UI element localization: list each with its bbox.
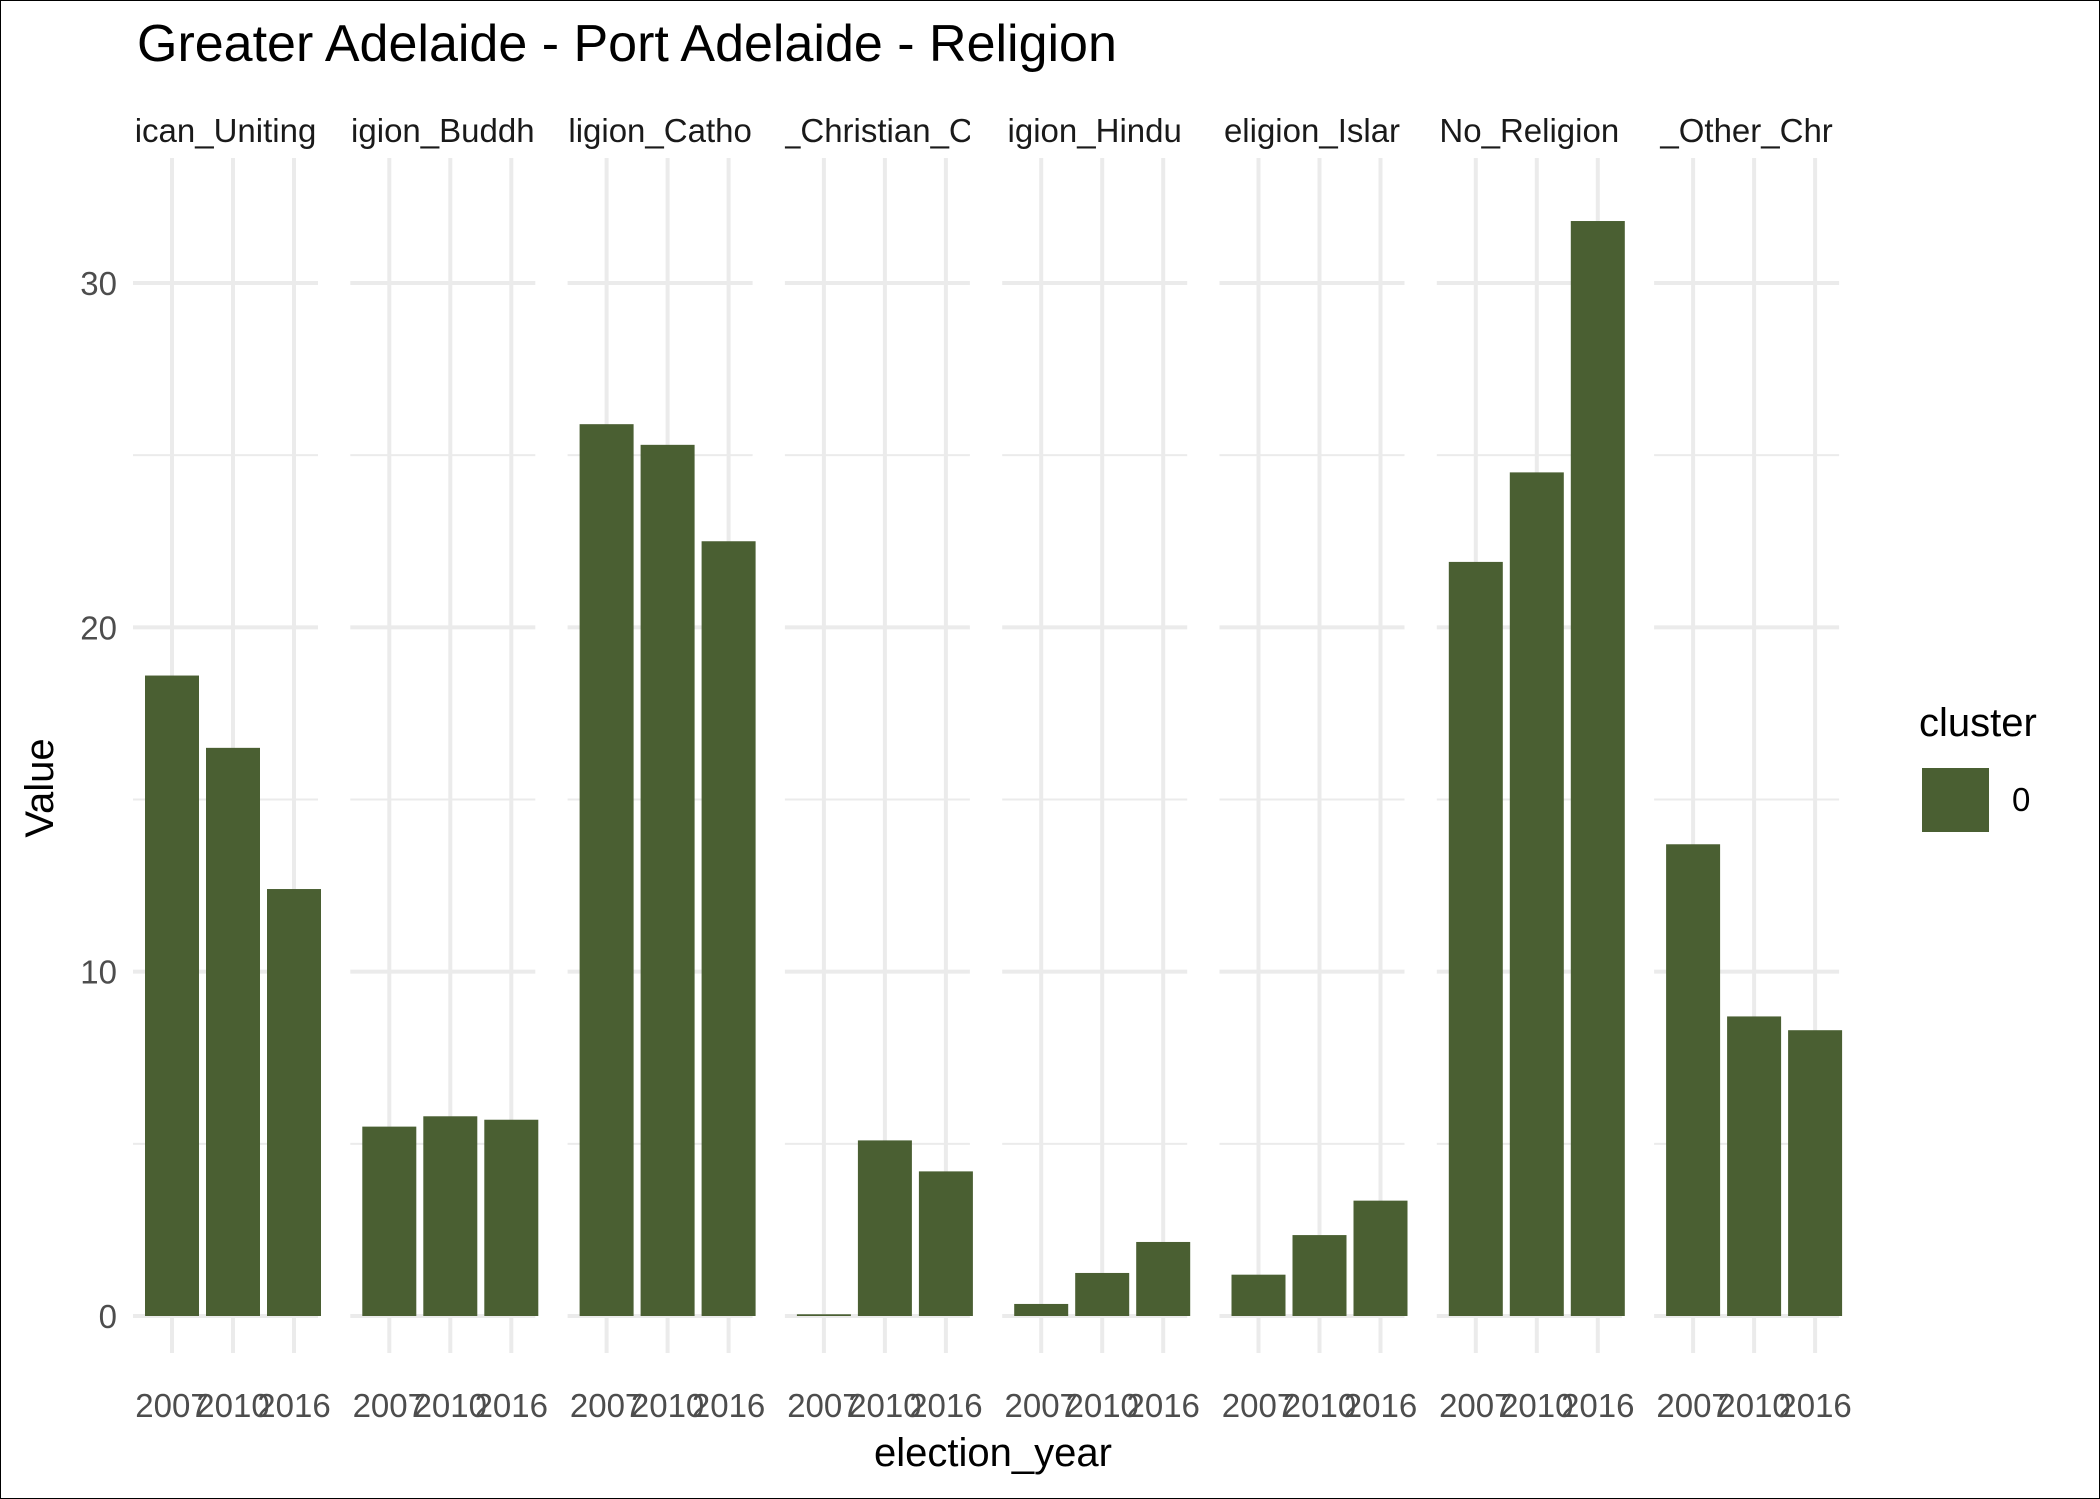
bar bbox=[145, 675, 199, 1316]
legend-label-0: 0 bbox=[2012, 781, 2030, 818]
y-tick-label: 10 bbox=[80, 954, 117, 991]
bar bbox=[1353, 1200, 1408, 1316]
bar bbox=[206, 747, 260, 1316]
bar bbox=[579, 424, 634, 1317]
x-tick-label: 2010 bbox=[414, 1387, 487, 1424]
x-tick-label: 2016 bbox=[1561, 1387, 1634, 1424]
x-tick-label: 2010 bbox=[1500, 1387, 1573, 1424]
x-tick-label: 2016 bbox=[692, 1387, 765, 1424]
x-tick-label: 2016 bbox=[1778, 1387, 1851, 1424]
bar bbox=[1570, 221, 1625, 1316]
facet-strip-label: eligion_Islar bbox=[1224, 112, 1400, 149]
x-tick-label: 2007 bbox=[1222, 1387, 1295, 1424]
bar bbox=[1014, 1303, 1069, 1316]
bar bbox=[918, 1171, 973, 1316]
legend-title: cluster bbox=[1919, 701, 2037, 745]
x-tick-label: 2010 bbox=[631, 1387, 704, 1424]
facet-strip-label: ican_Uniting bbox=[135, 112, 317, 149]
y-tick-label: 0 bbox=[99, 1298, 117, 1335]
x-axis-title: election_year bbox=[874, 1431, 1112, 1475]
y-tick-label: 20 bbox=[80, 609, 117, 646]
bar bbox=[1666, 844, 1721, 1316]
chart-title: Greater Adelaide - Port Adelaide - Relig… bbox=[137, 15, 1117, 73]
x-tick-label: 2016 bbox=[1344, 1387, 1417, 1424]
x-tick-label: 2007 bbox=[1439, 1387, 1512, 1424]
x-tick-label: 2016 bbox=[257, 1387, 330, 1424]
facet-strip-label: ligion_Catho bbox=[568, 112, 751, 149]
x-tick-label: 2007 bbox=[787, 1387, 860, 1424]
facet-strip-label: igion_Buddh bbox=[351, 112, 535, 149]
x-tick-label: 2007 bbox=[135, 1387, 208, 1424]
bar bbox=[1788, 1030, 1843, 1316]
x-tick-label: 2007 bbox=[1004, 1387, 1077, 1424]
x-tick-label: 2010 bbox=[1717, 1387, 1790, 1424]
facet-strip-label: _Christian_C bbox=[781, 112, 973, 149]
bar bbox=[1448, 561, 1503, 1316]
legend: cluster 0 bbox=[1919, 701, 2037, 832]
bar bbox=[640, 444, 695, 1316]
bar bbox=[362, 1126, 417, 1316]
x-tick-label: 2010 bbox=[1283, 1387, 1356, 1424]
facet-strip-label: igion_Hindu bbox=[1008, 112, 1182, 149]
x-tick-label: 2016 bbox=[475, 1387, 548, 1424]
bar bbox=[484, 1119, 539, 1316]
bar bbox=[701, 541, 756, 1316]
bar bbox=[1292, 1235, 1347, 1316]
bar bbox=[1231, 1274, 1286, 1316]
facet-strip-label: _Other_Chr bbox=[1659, 112, 1832, 149]
y-axis: 0 10 20 30 bbox=[80, 265, 117, 1335]
y-axis-title: Value bbox=[18, 738, 62, 837]
bar bbox=[1075, 1272, 1130, 1316]
x-tick-label: 2007 bbox=[1656, 1387, 1729, 1424]
bar bbox=[1136, 1241, 1191, 1316]
y-tick-label: 30 bbox=[80, 265, 117, 302]
x-tick-label: 2010 bbox=[848, 1387, 921, 1424]
legend-key-0 bbox=[1922, 768, 1989, 832]
bar bbox=[1509, 472, 1564, 1317]
x-tick-label: 2010 bbox=[196, 1387, 269, 1424]
bar bbox=[796, 1314, 851, 1316]
x-tick-label: 2007 bbox=[570, 1387, 643, 1424]
bar bbox=[857, 1140, 912, 1316]
bar bbox=[1727, 1016, 1782, 1316]
bar bbox=[423, 1116, 478, 1316]
bar bbox=[267, 889, 321, 1316]
x-tick-label: 2016 bbox=[909, 1387, 982, 1424]
x-tick-label: 2016 bbox=[1126, 1387, 1199, 1424]
x-tick-label: 2007 bbox=[353, 1387, 426, 1424]
facet-strip-label: No_Religion bbox=[1439, 112, 1619, 149]
facet-panels: ican_Uniting200720102016igion_Buddh20072… bbox=[133, 112, 1852, 1424]
x-tick-label: 2010 bbox=[1065, 1387, 1138, 1424]
